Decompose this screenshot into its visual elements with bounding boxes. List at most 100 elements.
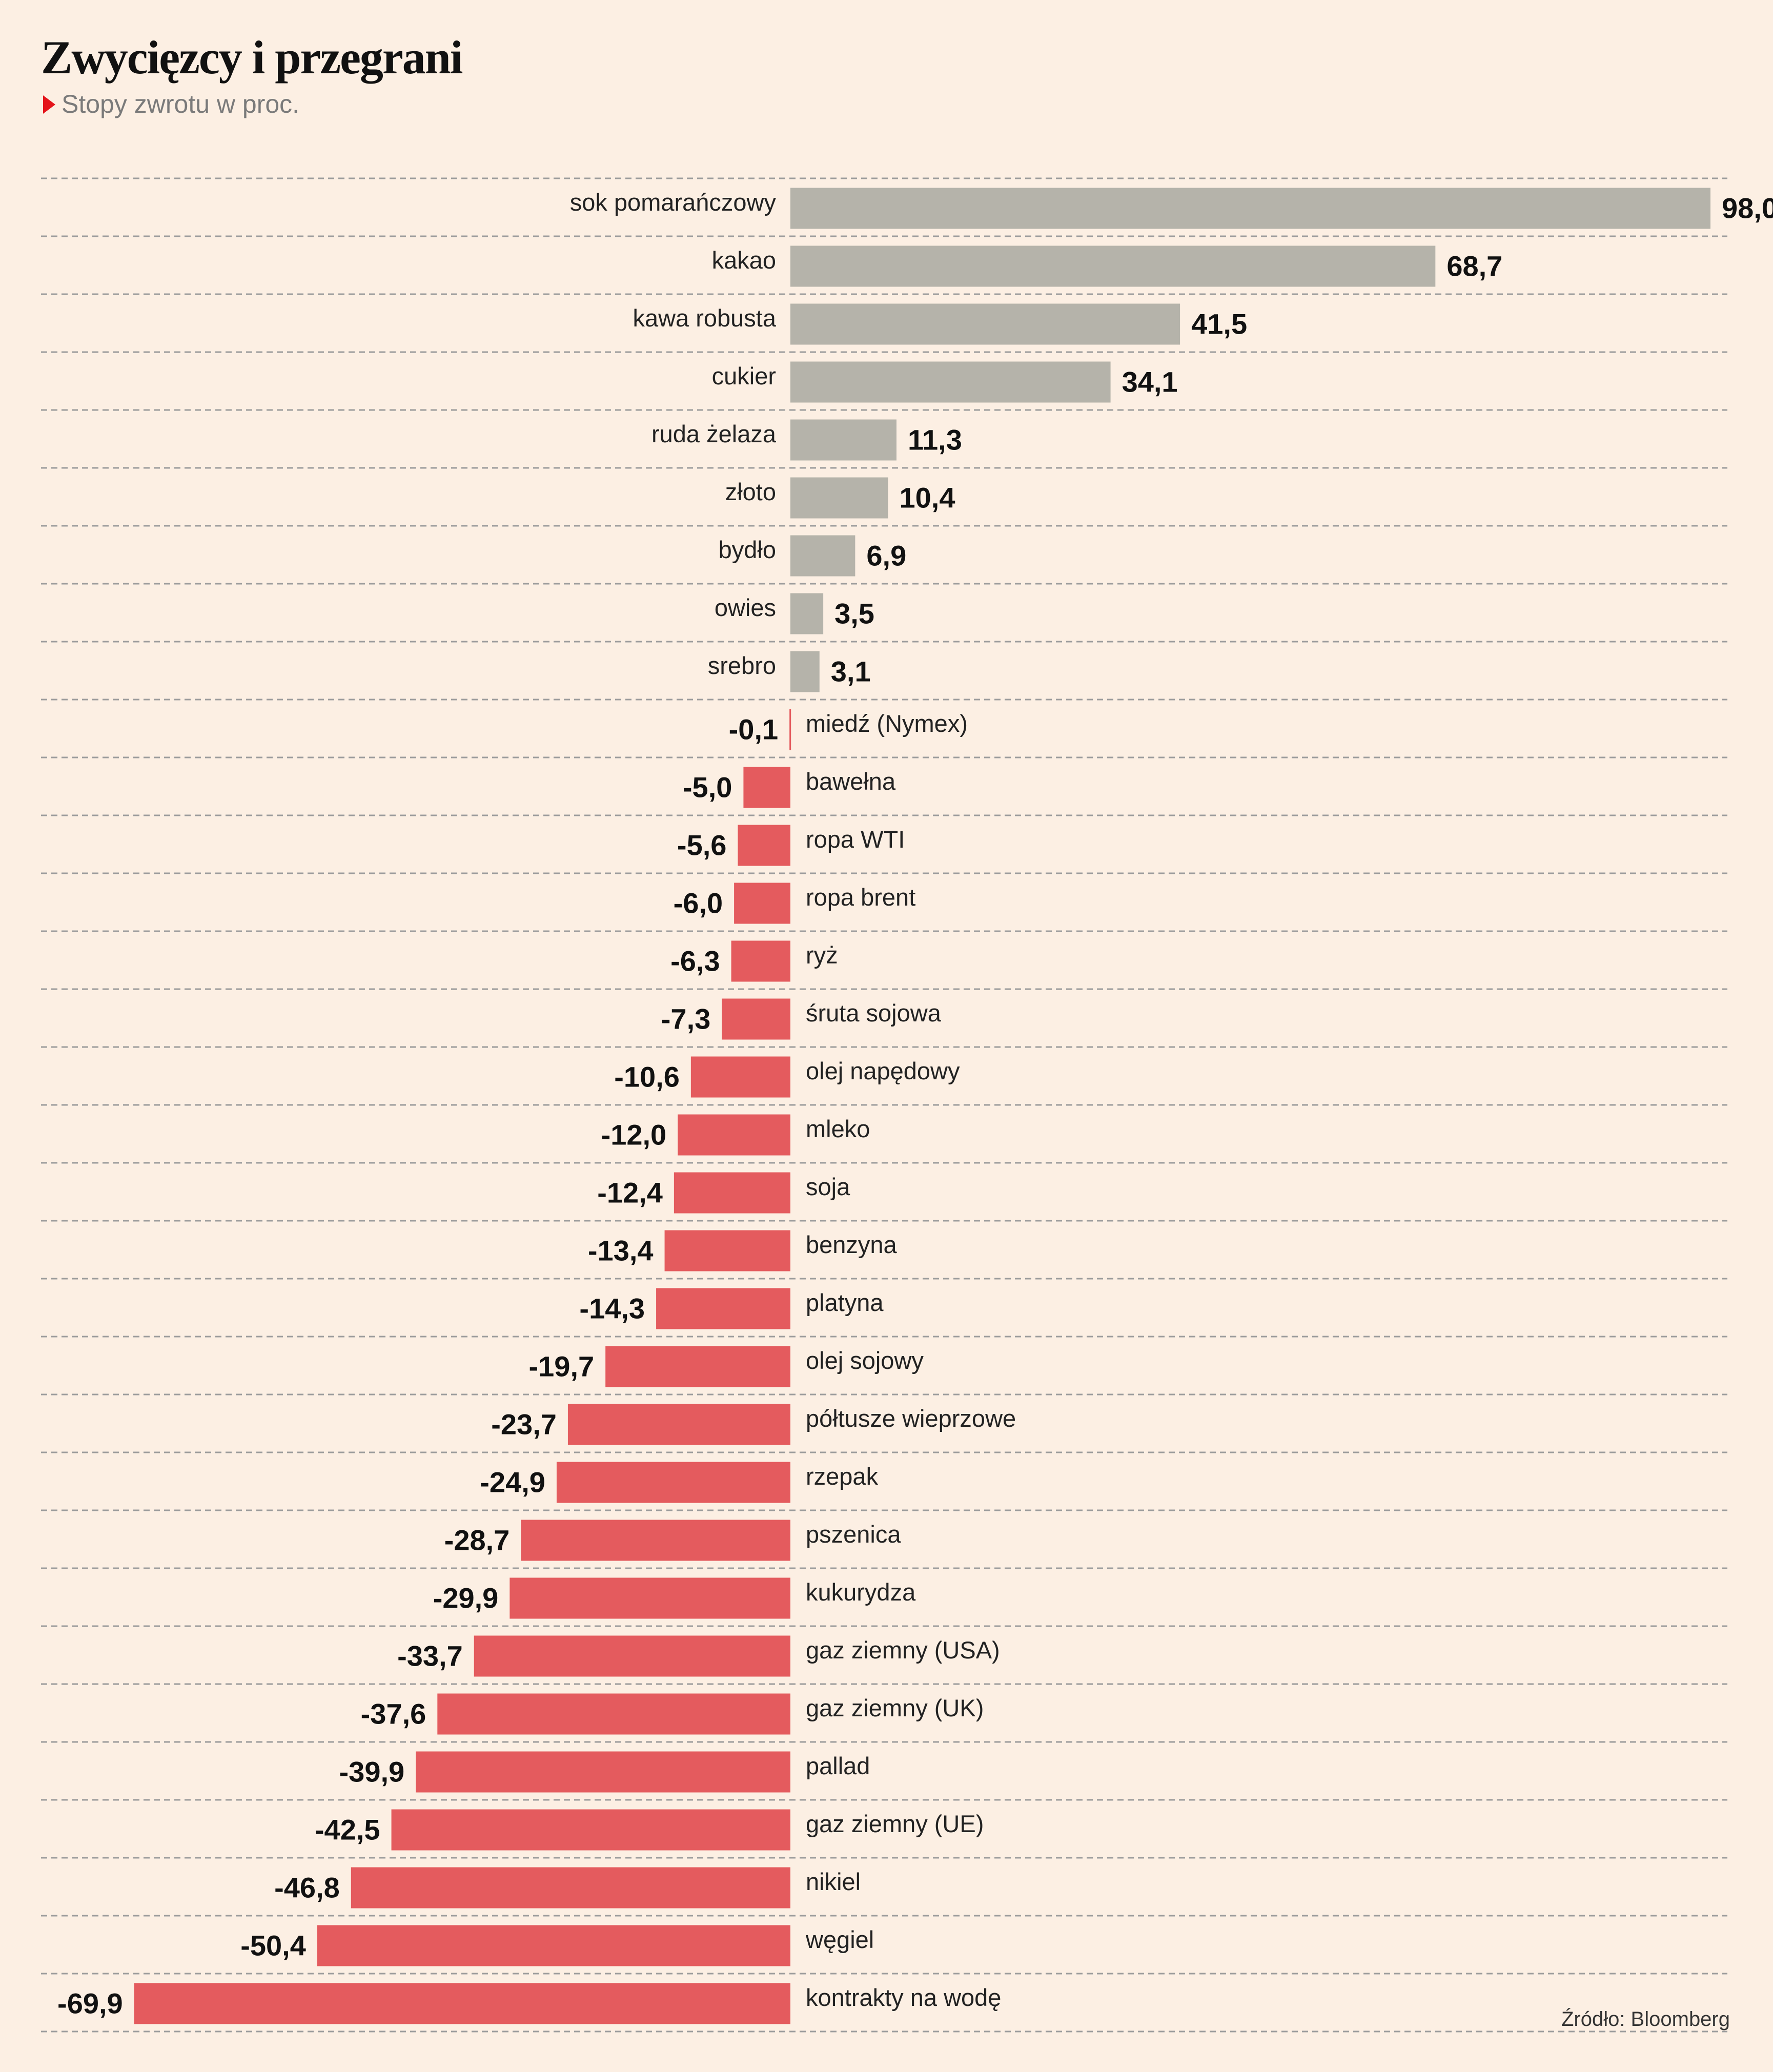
category-label: sok pomarańczowy	[570, 189, 777, 216]
category-label: cukier	[712, 362, 776, 389]
category-label: ryż	[806, 941, 838, 969]
category-label: miedź (Nymex)	[806, 710, 968, 737]
bar	[790, 361, 1111, 403]
bar	[790, 303, 1180, 345]
bar	[351, 1867, 790, 1909]
bar	[690, 1056, 790, 1098]
category-label: ropa brent	[806, 884, 915, 911]
value-label: 6,9	[866, 539, 906, 571]
category-label: kukurydza	[806, 1578, 916, 1606]
bar	[790, 535, 855, 577]
value-label: 10,4	[899, 481, 955, 514]
value-label: -42,5	[315, 1813, 380, 1845]
value-label: -50,4	[240, 1929, 306, 1961]
value-label: -13,4	[588, 1234, 654, 1266]
value-label: -0,1	[729, 713, 779, 745]
value-label: 34,1	[1122, 365, 1178, 398]
value-label: -29,9	[433, 1582, 499, 1614]
chart-subtitle: Stopy zwrotu w proc.	[43, 90, 299, 118]
value-label: 3,5	[834, 597, 874, 629]
bar	[391, 1809, 790, 1851]
bar	[134, 1983, 791, 2024]
category-label: olej napędowy	[806, 1057, 960, 1084]
category-label: pallad	[806, 1752, 870, 1779]
value-label: -5,0	[683, 771, 732, 803]
category-label: złoto	[725, 478, 776, 505]
bar	[743, 767, 790, 808]
bar	[790, 188, 1710, 229]
bar	[790, 245, 1436, 287]
value-label: -12,4	[597, 1176, 663, 1208]
bar	[790, 651, 820, 692]
bar	[664, 1230, 790, 1271]
bar	[738, 825, 790, 866]
value-label: -7,3	[661, 1002, 711, 1035]
chart-title: Zwycięzcy i przegrani	[41, 31, 463, 84]
category-label: olej sojowy	[806, 1347, 924, 1374]
category-label: bydło	[719, 536, 776, 563]
bar	[605, 1346, 790, 1387]
bar	[567, 1404, 790, 1445]
category-label: pszenica	[806, 1521, 901, 1548]
category-label: śruta sojowa	[806, 999, 942, 1027]
value-label: -5,6	[677, 829, 727, 861]
value-label: -6,0	[674, 887, 723, 919]
source-note: Źródło: Bloomberg	[1561, 2008, 1730, 2030]
triangle-marker-icon	[43, 95, 55, 114]
bar	[416, 1751, 790, 1793]
value-label: -24,9	[480, 1466, 545, 1498]
category-label: bawełna	[806, 768, 896, 795]
category-label: gaz ziemny (USA)	[806, 1636, 1000, 1664]
bar	[656, 1288, 790, 1329]
category-label: benzyna	[806, 1231, 898, 1258]
bar	[521, 1520, 790, 1561]
value-label: 41,5	[1191, 307, 1247, 340]
category-label: owies	[715, 594, 776, 621]
category-label: kawa robusta	[633, 304, 776, 332]
value-label: 11,3	[908, 423, 962, 456]
bar	[790, 419, 896, 461]
category-label: półtusze wieprzowe	[806, 1405, 1016, 1432]
category-label: nikiel	[806, 1868, 861, 1895]
value-label: -28,7	[444, 1524, 510, 1556]
bar	[722, 998, 790, 1040]
bar	[510, 1577, 790, 1619]
category-label: kontrakty na wodę	[806, 1984, 1001, 2011]
bar	[734, 883, 790, 924]
chart-subtitle-text: Stopy zwrotu w proc.	[62, 90, 300, 118]
bar	[678, 1114, 790, 1156]
bar	[474, 1635, 790, 1677]
value-label: -12,0	[601, 1118, 667, 1151]
value-label: -19,7	[529, 1350, 595, 1382]
category-label: soja	[806, 1173, 850, 1200]
category-label: srebro	[708, 652, 776, 679]
category-label: gaz ziemny (UK)	[806, 1694, 984, 1721]
category-label: platyna	[806, 1289, 884, 1316]
value-label: -39,9	[339, 1755, 405, 1788]
bar	[437, 1693, 790, 1735]
bar	[317, 1925, 790, 1966]
category-label: kakao	[712, 247, 776, 274]
value-label: -10,6	[614, 1060, 680, 1093]
category-label: rzepak	[806, 1463, 879, 1490]
bar	[556, 1462, 790, 1503]
category-label: gaz ziemny (UE)	[806, 1810, 984, 1837]
value-label: -33,7	[397, 1639, 463, 1672]
value-label: 98,0	[1722, 192, 1773, 224]
value-label: -6,3	[670, 945, 720, 977]
value-label: -46,8	[274, 1871, 340, 1903]
bar	[731, 940, 790, 982]
bar	[674, 1172, 790, 1214]
bar	[790, 593, 824, 634]
value-label: 68,7	[1446, 250, 1502, 282]
category-label: mleko	[806, 1115, 870, 1142]
value-label: -69,9	[57, 1987, 123, 2019]
category-label: ropa WTI	[806, 826, 905, 853]
bar	[789, 709, 791, 750]
value-label: -23,7	[491, 1408, 557, 1440]
value-label: -14,3	[579, 1292, 645, 1324]
category-label: węgiel	[805, 1926, 874, 1953]
category-label: ruda żelaza	[651, 420, 777, 447]
value-label: 3,1	[831, 655, 871, 687]
